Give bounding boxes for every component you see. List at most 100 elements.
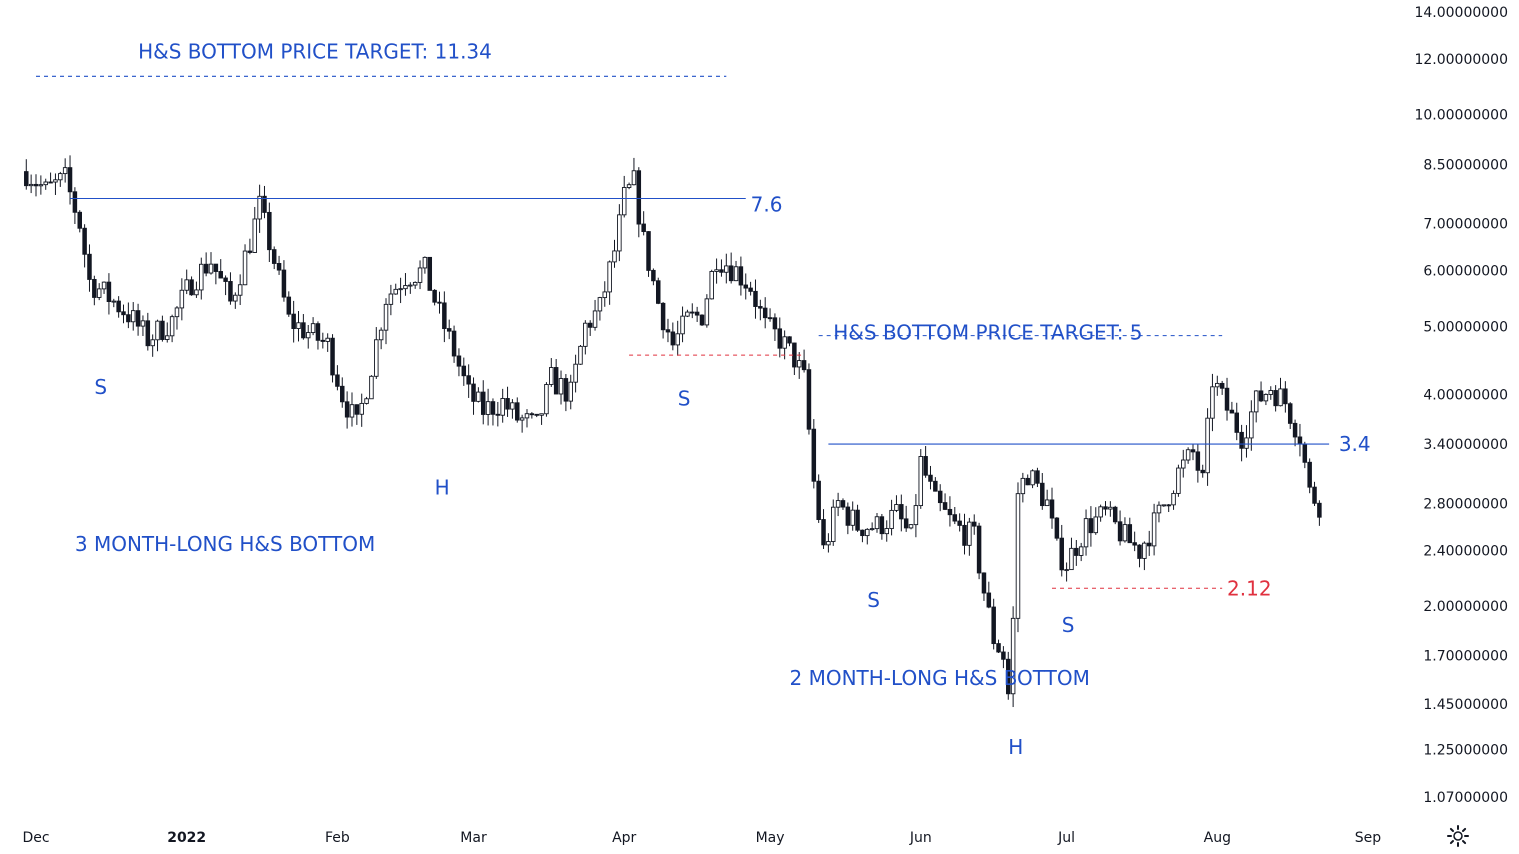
candle: [310, 317, 316, 336]
y-tick-label: 5.00000000: [1423, 319, 1508, 335]
candle: [1074, 540, 1079, 566]
candle: [466, 364, 471, 398]
candle: [801, 349, 807, 373]
candle: [1317, 500, 1322, 526]
candle: [1210, 373, 1215, 432]
y-tick-label: 1.07000000: [1423, 790, 1508, 806]
candle: [281, 260, 287, 302]
y-tick-label: 12.00000000: [1414, 52, 1508, 68]
candle: [636, 167, 642, 238]
candle: [330, 334, 335, 383]
candle: [378, 327, 384, 350]
candle: [845, 502, 851, 535]
candle: [762, 297, 768, 329]
candle: [1181, 449, 1186, 478]
candle: [962, 513, 967, 555]
candle: [1287, 402, 1293, 429]
candle: [738, 256, 744, 296]
candle: [748, 281, 753, 296]
candle: [92, 275, 97, 306]
candle: [150, 334, 155, 357]
candle: [889, 499, 894, 536]
candle: [1283, 381, 1288, 413]
candle: [1263, 393, 1269, 406]
candle: [427, 256, 433, 291]
candle: [135, 303, 141, 336]
annotation-label: 2 MONTH-LONG H&S BOTTOM: [790, 666, 1090, 690]
annotation-label: S: [867, 588, 880, 612]
candle: [485, 388, 491, 426]
candle: [33, 174, 39, 197]
candle: [869, 522, 875, 531]
candle: [1112, 505, 1118, 525]
candle: [821, 509, 826, 549]
candle: [437, 291, 442, 314]
candle: [665, 318, 671, 343]
candle: [724, 253, 729, 284]
candle: [72, 187, 78, 225]
candle: [1171, 490, 1176, 510]
candle: [714, 258, 719, 284]
candle: [753, 279, 758, 319]
candle: [1215, 375, 1220, 396]
candle: [121, 304, 126, 324]
candle: [286, 291, 292, 317]
candle: [38, 175, 44, 195]
candle: [194, 281, 199, 298]
candle: [1161, 504, 1167, 507]
candle: [505, 386, 510, 417]
candle: [855, 504, 860, 532]
candle: [422, 256, 428, 274]
price-axis[interactable]: 14.00000000 12.00000000 10.00000000 8.50000…: [1414, 5, 1508, 806]
candle: [228, 272, 233, 305]
time-axis[interactable]: Dec 2022 Feb Mar Apr May Jun Jul Aug Sep: [22, 830, 1381, 846]
candle: [602, 281, 608, 307]
candle: [500, 388, 505, 423]
candle: [82, 224, 87, 268]
candle: [928, 465, 933, 490]
candle: [1190, 444, 1196, 461]
candle: [1219, 380, 1225, 395]
candle: [1273, 385, 1278, 412]
candle: [1103, 501, 1108, 516]
y-tick-label: 6.00000000: [1423, 264, 1508, 280]
candle: [1083, 509, 1089, 556]
candle: [43, 178, 48, 190]
candle: [1146, 530, 1152, 556]
candle: [675, 320, 680, 356]
candle: [1205, 408, 1210, 486]
candle: [106, 273, 112, 315]
candle: [490, 398, 496, 426]
candle: [451, 325, 457, 363]
candle: [826, 533, 831, 553]
candle: [296, 311, 301, 342]
candle: [111, 298, 117, 308]
candle: [374, 327, 379, 379]
candle: [140, 315, 146, 337]
candle: [515, 397, 520, 423]
candle: [160, 315, 165, 342]
candle: [942, 493, 948, 511]
candle: [957, 513, 962, 532]
candle: [1030, 469, 1035, 489]
candle: [524, 409, 530, 428]
candle: [461, 357, 467, 386]
x-tick-label: Mar: [460, 830, 487, 846]
candle: [549, 358, 554, 387]
candle: [1015, 482, 1021, 633]
candle: [165, 322, 170, 343]
candle: [62, 158, 68, 183]
candle: [1268, 386, 1274, 400]
candle: [354, 404, 360, 425]
y-tick-label: 4.00000000: [1423, 387, 1508, 403]
candle: [952, 506, 958, 525]
candle: [1195, 444, 1201, 483]
candle: [709, 269, 714, 300]
candle: [398, 277, 403, 304]
gear-icon[interactable]: [1446, 824, 1470, 848]
candle: [388, 284, 394, 316]
candle: [680, 306, 685, 343]
candle: [208, 252, 214, 275]
candle: [865, 528, 870, 545]
